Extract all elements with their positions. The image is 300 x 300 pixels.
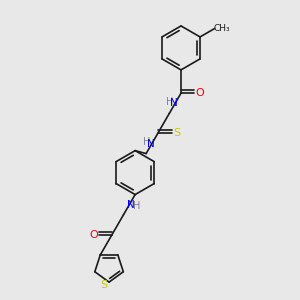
Text: CH₃: CH₃ bbox=[214, 24, 230, 33]
Text: H: H bbox=[142, 137, 150, 147]
Text: O: O bbox=[195, 88, 204, 98]
Text: H: H bbox=[166, 97, 173, 107]
Text: H: H bbox=[133, 201, 140, 211]
Text: S: S bbox=[100, 280, 107, 290]
Text: N: N bbox=[170, 98, 178, 108]
Text: N: N bbox=[127, 200, 134, 210]
Text: S: S bbox=[174, 128, 181, 138]
Text: N: N bbox=[147, 139, 154, 148]
Text: O: O bbox=[89, 230, 98, 240]
